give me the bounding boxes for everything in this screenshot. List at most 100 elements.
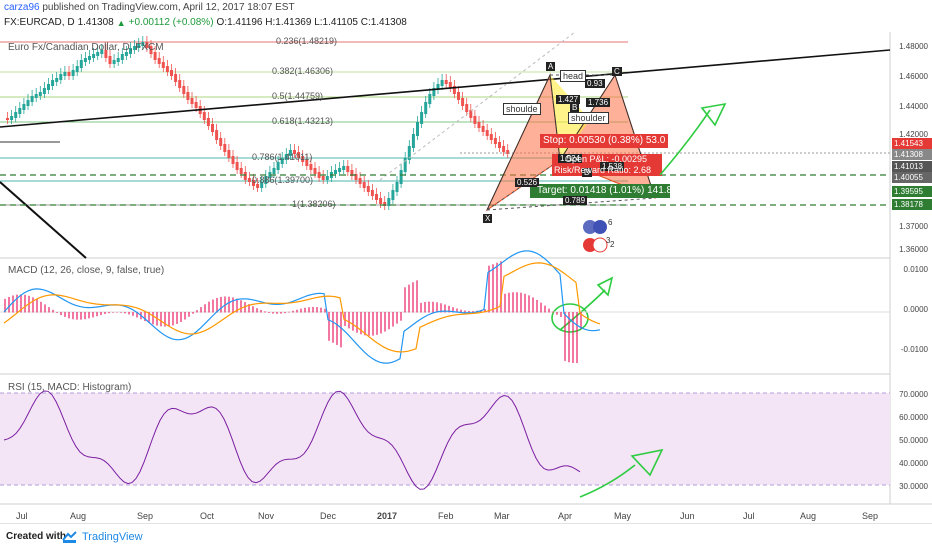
macd-histogram-bar: [288, 311, 290, 313]
economic-events[interactable]: [583, 220, 608, 253]
macd-histogram-bar: [8, 296, 10, 313]
macd-histogram-bar: [216, 297, 218, 313]
macd-histogram-bar: [440, 303, 442, 313]
candle-body: [370, 190, 374, 196]
candle-body: [116, 58, 120, 62]
eu-flag-icon[interactable]: [583, 220, 597, 234]
macd-histogram-bar: [580, 312, 582, 329]
candle-body: [481, 126, 485, 132]
shoulder-left-label[interactable]: shoulde: [503, 103, 541, 115]
trendline[interactable]: [0, 181, 87, 259]
candle-body: [18, 108, 22, 114]
target-box[interactable]: [530, 184, 670, 198]
macd-histogram-bar: [372, 312, 374, 336]
macd-histogram-bar: [324, 308, 326, 313]
point-c-label: C: [612, 67, 622, 76]
candle-body: [165, 66, 169, 72]
macd-histogram-bar: [336, 312, 338, 345]
macd-histogram-bar: [352, 312, 354, 331]
candle-body: [354, 174, 358, 180]
candle-body: [440, 80, 444, 86]
ratio-label: 0.526: [515, 178, 540, 187]
up-arrow-annotation[interactable]: [659, 109, 711, 176]
main-pane-title: Euro Fx/Canadian Dollar, D, FXCM: [8, 42, 164, 53]
candle-body: [124, 52, 128, 56]
macd-histogram-bar: [196, 310, 198, 313]
chart-canvas[interactable]: [0, 32, 932, 522]
candle-body: [403, 158, 407, 172]
macd-histogram-bar: [484, 308, 486, 313]
candle-body: [59, 74, 63, 80]
macd-histogram-bar: [168, 312, 170, 327]
macd-histogram-bar: [460, 309, 462, 313]
macd-histogram-bar: [356, 312, 358, 333]
candle-body: [67, 72, 71, 76]
macd-histogram-bar: [396, 312, 398, 324]
stop-box[interactable]: [540, 134, 668, 148]
symbol-label[interactable]: FX:EURCAD, D: [4, 17, 75, 28]
publish-info: carza96 published on TradingView.com, Ap…: [4, 2, 295, 13]
price-tag: 1.41543: [892, 138, 932, 149]
macd-arrow-annotation[interactable]: [559, 289, 606, 331]
target-label: Target: 0.01418 (1.01%) 141.8: [537, 185, 673, 196]
candle-body: [342, 166, 346, 170]
rsi-tick-label: 50.0000: [899, 436, 928, 445]
candle-body: [108, 56, 112, 64]
macd-tick-label: 0.0000: [903, 305, 928, 314]
macd-histogram-bar: [300, 308, 302, 313]
candlestick-series: [6, 36, 510, 210]
macd-histogram-bar: [348, 312, 350, 329]
trendline[interactable]: [0, 49, 891, 128]
macd-histogram-bar: [508, 292, 510, 313]
candle-body: [100, 50, 104, 54]
ca-flag-icon[interactable]: [592, 237, 608, 253]
macd-histogram-bar: [268, 312, 270, 313]
macd-histogram-bar: [4, 298, 6, 313]
candle-body: [83, 58, 87, 62]
macd-histogram-bar: [504, 293, 506, 313]
candle-body: [243, 172, 247, 180]
candle-body: [133, 46, 137, 50]
signal-line: [3, 262, 601, 353]
eu-flag-icon[interactable]: [593, 220, 607, 234]
candle-body: [92, 54, 96, 58]
shoulder-right-label[interactable]: shoulder: [568, 112, 609, 124]
candle-body: [317, 172, 321, 178]
macd-histogram-bar: [384, 312, 386, 332]
macd-histogram-bar: [244, 302, 246, 313]
candle-body: [211, 124, 214, 132]
candle-body: [219, 138, 223, 146]
candle-body: [469, 110, 473, 118]
candle-body: [272, 168, 276, 174]
macd-histogram-bar: [16, 294, 18, 313]
macd-histogram-bar: [80, 312, 82, 320]
time-tick-label: Jul: [16, 511, 28, 521]
price-tag: 1.41013: [892, 161, 932, 172]
brand-link[interactable]: TradingView: [82, 531, 143, 543]
macd-histogram-bar: [444, 304, 446, 313]
rsi-line: [3, 390, 581, 490]
macd-histogram-bar: [552, 311, 554, 313]
rsi-tick-label: 60.0000: [899, 413, 928, 422]
trendline[interactable]: [379, 32, 576, 181]
rsi-arrow-annotation[interactable]: [579, 464, 636, 498]
macd-histogram-bar: [188, 312, 190, 317]
fib-level-label: 0.382(1.46306): [272, 66, 334, 76]
candle-body: [301, 156, 305, 162]
candle-body: [71, 70, 75, 76]
candle-body: [506, 150, 510, 154]
macd-histogram-bar: [276, 312, 278, 314]
macd-histogram-bar: [152, 312, 154, 325]
candle-body: [38, 92, 42, 96]
candle-body: [141, 42, 145, 46]
candle-body: [358, 178, 362, 184]
macd-histogram-bar: [124, 312, 126, 314]
time-tick-label: Sep: [862, 511, 879, 521]
macd-histogram-bar: [492, 264, 494, 313]
price-tag: 1.40055: [892, 172, 932, 183]
author-link[interactable]: carza96: [4, 2, 40, 13]
head-label[interactable]: head: [560, 70, 587, 82]
macd-histogram-bar: [48, 307, 50, 313]
up-arrow-icon: ▲: [116, 17, 126, 28]
candle-body: [239, 168, 243, 174]
